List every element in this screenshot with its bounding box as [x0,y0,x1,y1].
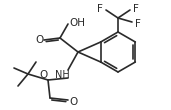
Text: OH: OH [69,18,85,28]
Text: O: O [69,97,77,107]
Text: O: O [35,35,43,45]
Text: F: F [97,4,103,14]
Text: F: F [133,4,139,14]
Text: NH: NH [55,70,69,80]
Text: F: F [135,19,141,29]
Text: O: O [40,70,48,80]
